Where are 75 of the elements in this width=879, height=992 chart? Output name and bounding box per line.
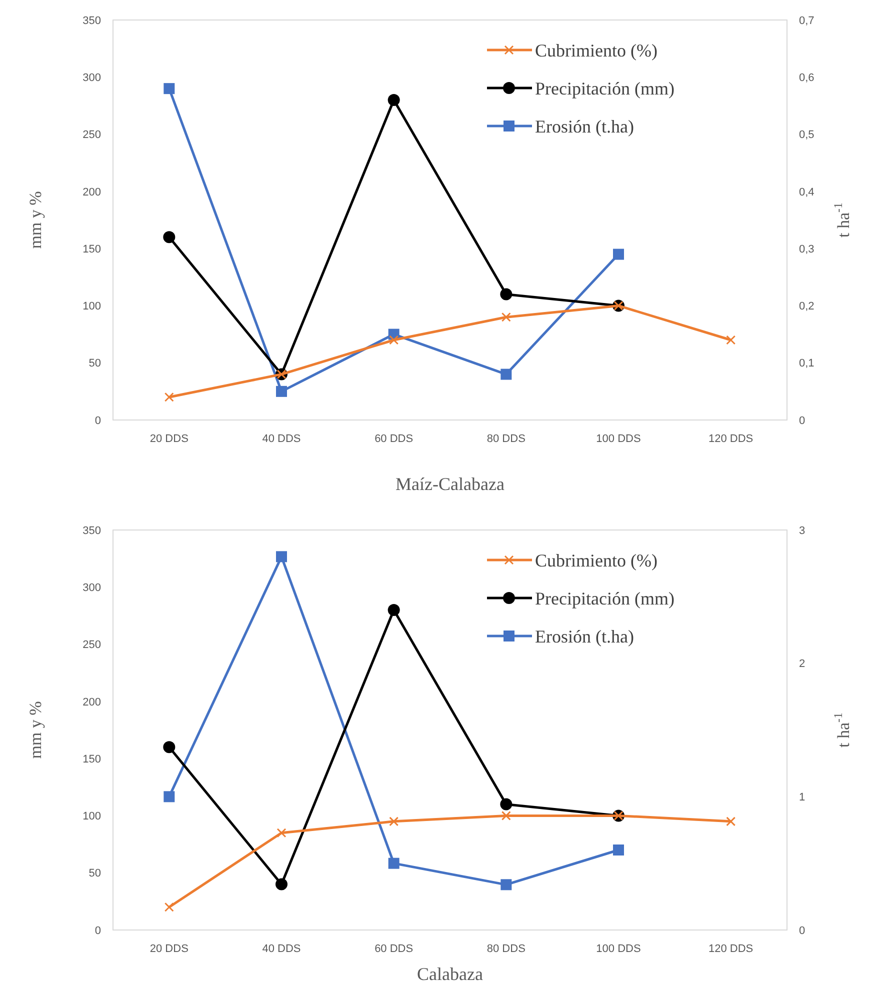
point bbox=[388, 604, 400, 616]
point bbox=[388, 858, 400, 869]
legend-label: Precipitación (mm) bbox=[535, 78, 674, 98]
legend-label: Erosión (t.ha) bbox=[535, 116, 634, 136]
y2-tick-label: 0,6 bbox=[799, 72, 814, 84]
point bbox=[726, 335, 736, 345]
y2-tick-label: 0,3 bbox=[799, 243, 814, 256]
x-tick-label: 20 DDS bbox=[150, 943, 188, 955]
point bbox=[388, 94, 400, 106]
point bbox=[389, 335, 399, 345]
y-tick-label: 50 bbox=[88, 868, 101, 880]
x-tick-label: 100 DDS bbox=[596, 943, 641, 955]
legend-label: Cubrimiento (%) bbox=[535, 550, 658, 570]
legend-label: Erosión (t.ha) bbox=[535, 626, 634, 646]
y2-tick-label: 0,5 bbox=[799, 129, 814, 142]
x-tick-label: 80 DDS bbox=[486, 433, 526, 445]
point bbox=[164, 392, 174, 402]
point bbox=[389, 816, 399, 826]
x-tick-label: 60 DDS bbox=[374, 943, 414, 955]
point bbox=[500, 879, 512, 890]
y-tick-label: 200 bbox=[82, 186, 101, 198]
x-tick-label: 60 DDS bbox=[374, 433, 414, 445]
y-tick-label: 300 bbox=[82, 582, 101, 594]
x-tick-label: 120 DDS bbox=[708, 943, 754, 955]
y-tick-label: 300 bbox=[82, 72, 101, 84]
y-tick-label: 350 bbox=[82, 524, 101, 537]
x-tick-label: 40 DDS bbox=[262, 943, 301, 955]
y-tick-label: 0 bbox=[94, 924, 101, 937]
point bbox=[501, 810, 511, 820]
y2-tick-label: 2 bbox=[799, 658, 806, 670]
y2-tick-label: 1 bbox=[799, 792, 806, 804]
y2-tick-label: 0,4 bbox=[799, 186, 814, 198]
y2-tick-label: 0 bbox=[799, 924, 806, 937]
y2-tick-label: 0 bbox=[799, 414, 806, 427]
y-axis-title: mm y % bbox=[26, 701, 45, 759]
y-tick-label: 200 bbox=[82, 696, 101, 708]
legend-label: Precipitación (mm) bbox=[535, 588, 674, 608]
point bbox=[276, 551, 287, 562]
point bbox=[276, 878, 288, 890]
y-tick-label: 50 bbox=[88, 358, 101, 370]
y-tick-label: 250 bbox=[82, 129, 101, 142]
point bbox=[613, 248, 624, 260]
y-axis-title: mm y % bbox=[26, 191, 45, 249]
y2-tick-label: 3 bbox=[799, 524, 806, 537]
point bbox=[500, 288, 512, 300]
y2-tick-label: 0,1 bbox=[799, 358, 814, 370]
y-tick-label: 100 bbox=[82, 810, 101, 823]
point bbox=[164, 83, 175, 94]
y2-tick-label: 0,7 bbox=[799, 14, 814, 27]
point bbox=[164, 902, 174, 912]
point bbox=[276, 828, 286, 838]
x-tick-label: 80 DDS bbox=[486, 943, 526, 955]
y-tick-label: 350 bbox=[82, 14, 101, 27]
point bbox=[500, 368, 512, 380]
x-tick-label: 20 DDS bbox=[150, 433, 188, 445]
y-tick-label: 150 bbox=[82, 753, 101, 766]
y-tick-label: 100 bbox=[82, 300, 101, 313]
x-axis-title: Maíz-Calabaza bbox=[396, 474, 504, 494]
x-tick-label: 40 DDS bbox=[262, 433, 301, 445]
y-tick-label: 250 bbox=[82, 639, 101, 652]
point bbox=[164, 791, 175, 802]
point bbox=[163, 741, 176, 754]
point bbox=[500, 798, 512, 810]
x-axis-title: Calabaza bbox=[417, 964, 483, 984]
point bbox=[163, 231, 176, 244]
y2-tick-label: 0,2 bbox=[799, 300, 814, 313]
point bbox=[726, 816, 736, 826]
point bbox=[613, 844, 624, 856]
y-tick-label: 150 bbox=[82, 243, 101, 256]
point bbox=[276, 386, 287, 397]
x-tick-label: 120 DDS bbox=[708, 433, 754, 445]
x-tick-label: 100 DDS bbox=[596, 433, 641, 445]
point bbox=[501, 312, 511, 322]
legend-label: Cubrimiento (%) bbox=[535, 40, 658, 60]
y-tick-label: 0 bbox=[94, 414, 101, 427]
